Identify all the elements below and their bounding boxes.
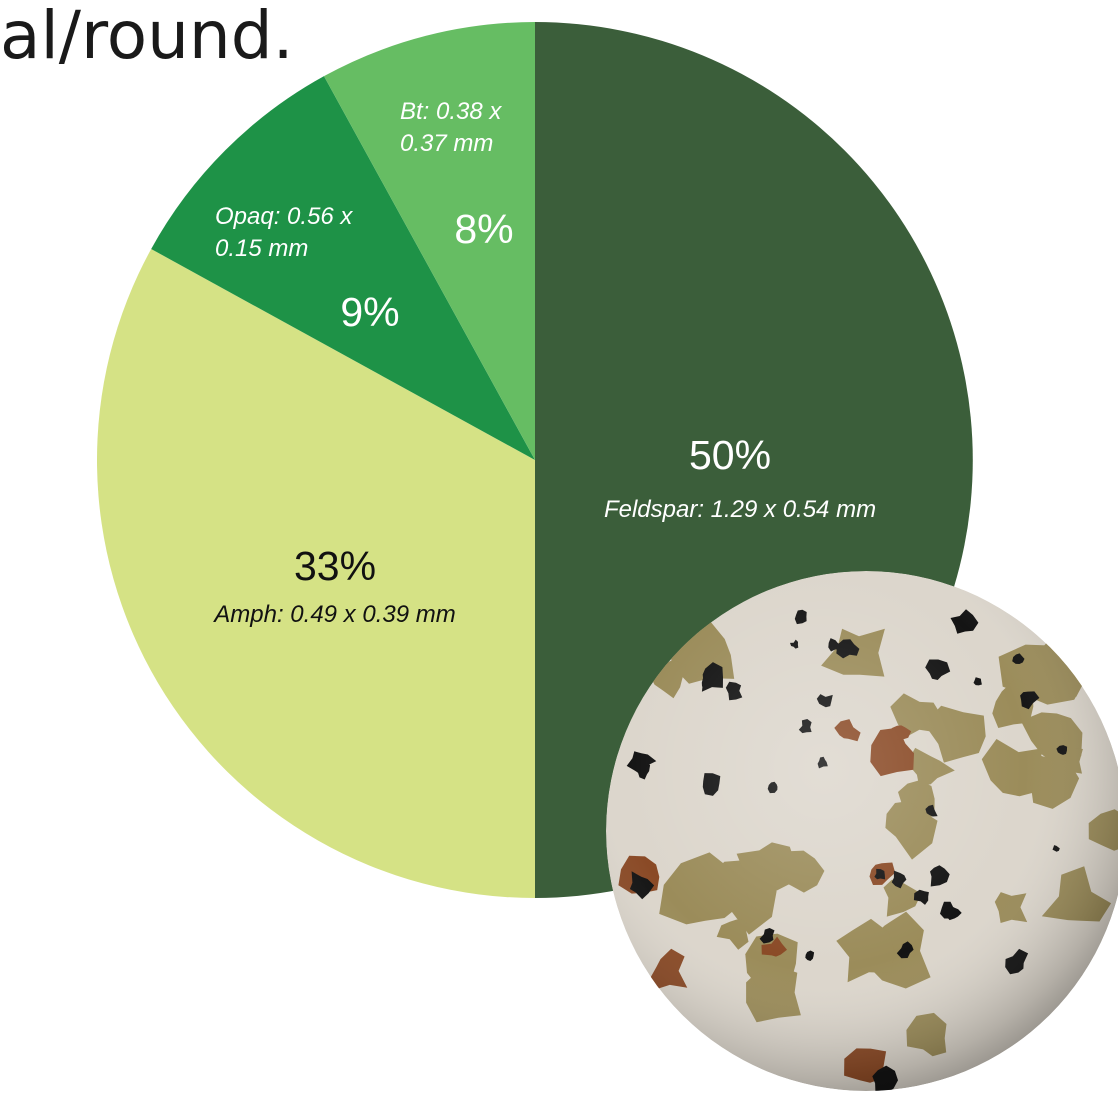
opaq-slice [151, 76, 535, 461]
bt-percent-label: 8% [454, 206, 513, 252]
feldspar-detail-label: Feldspar: 1.29 x 0.54 mm [604, 496, 876, 523]
micrograph-shading [606, 571, 1118, 1091]
amph-percent-label: 33% [294, 543, 376, 589]
opaq-detail-line-2: 0.15 mm [215, 235, 308, 262]
bt-slice [323, 22, 535, 460]
amph-detail-label: Amph: 0.49 x 0.39 mm [212, 601, 455, 628]
amph-slice [97, 248, 535, 899]
opaq-percent-label: 9% [340, 289, 399, 335]
bt-detail-line-2: 0.37 mm [400, 130, 493, 157]
slice-labels: 50% Feldspar: 1.29 x 0.54 mm 33% Amph: 0… [212, 98, 876, 628]
bt-detail-line-1: Bt: 0.38 x [400, 98, 502, 125]
opaq-detail-line-1: Opaq: 0.56 x [215, 203, 353, 230]
header-text: al/round. [0, 0, 294, 74]
feldspar-percent-label: 50% [689, 432, 771, 478]
thin-section-micrograph [606, 571, 1118, 1091]
